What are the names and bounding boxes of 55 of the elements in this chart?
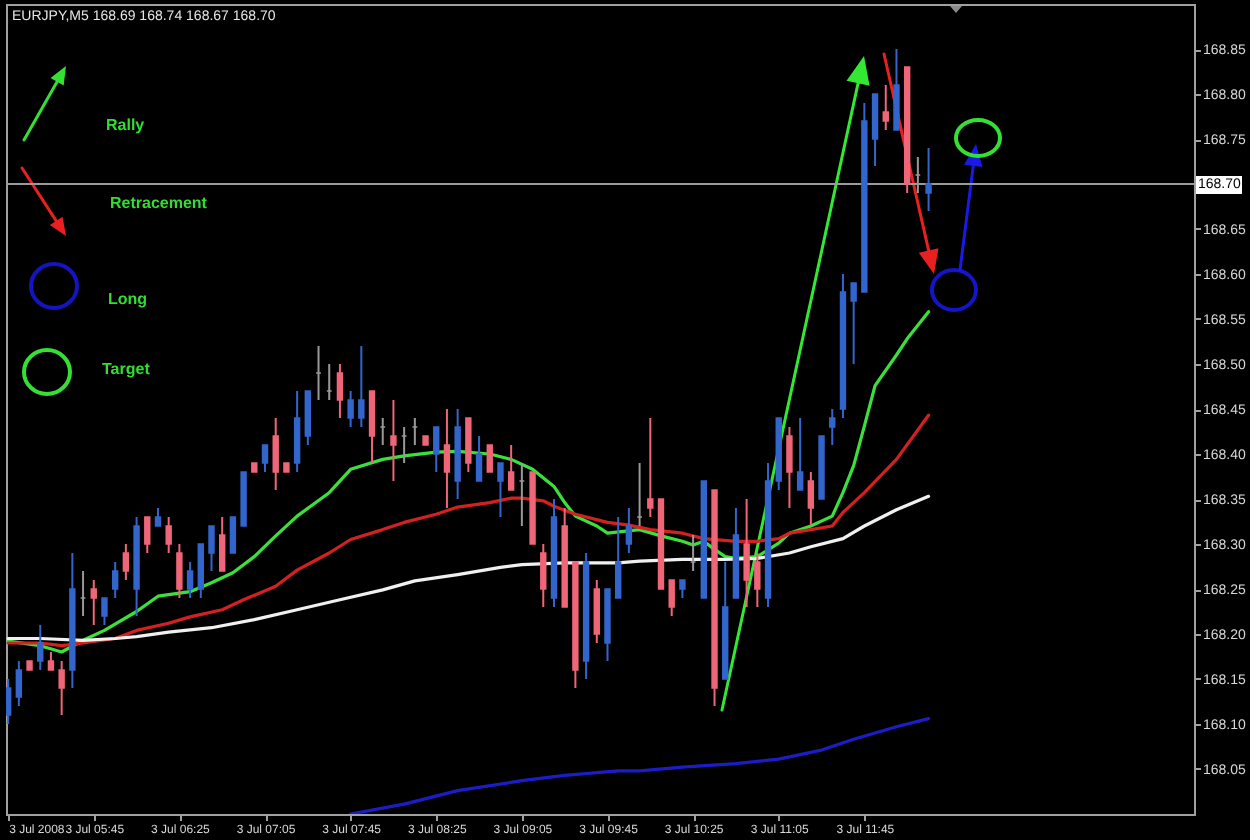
candlestick [6, 678, 12, 725]
candlestick [829, 408, 836, 446]
annotation: Retracement [110, 194, 208, 212]
candlestick [807, 471, 815, 527]
candlestick [433, 426, 440, 473]
candlestick [186, 561, 194, 599]
candlestick [647, 417, 654, 518]
candlestick [871, 93, 879, 167]
candlestick [465, 417, 472, 473]
candlestick [304, 390, 312, 446]
candlestick [336, 363, 344, 419]
candlestick [668, 579, 675, 617]
candlestick [540, 543, 547, 608]
candlestick [882, 84, 889, 131]
candlestick [229, 516, 237, 554]
candlestick [743, 498, 750, 608]
candlestick [101, 597, 108, 626]
candlestick [272, 417, 279, 491]
candlestick [208, 525, 215, 572]
line-series [6, 494, 931, 642]
candlestick [347, 390, 354, 428]
candlestick [497, 462, 504, 518]
candlestick [111, 561, 119, 599]
candlestick [486, 444, 493, 473]
candlestick [625, 507, 633, 554]
candlestick [893, 48, 900, 131]
candlestick [475, 435, 483, 482]
candlestick [614, 516, 622, 599]
candlestick [15, 660, 23, 707]
candlestick [58, 660, 65, 716]
candlestick [754, 552, 761, 608]
candlestick [165, 516, 172, 554]
line-series [349, 717, 931, 814]
candlestick [90, 579, 97, 626]
candlestick [358, 345, 365, 428]
candlestick [925, 147, 932, 212]
annotation: Long [108, 290, 148, 308]
candlestick [593, 579, 600, 644]
candlestick [390, 399, 397, 482]
candlestick [443, 408, 451, 509]
candlestick [261, 444, 269, 473]
annotation: Rally [106, 116, 146, 134]
candlestick [144, 516, 151, 554]
candlestick [796, 417, 804, 491]
candlestick [368, 390, 376, 464]
annotation: Target [102, 360, 151, 378]
candlestick [122, 543, 130, 581]
candlestick [850, 282, 857, 365]
candlestick [218, 516, 226, 572]
candlestick [293, 390, 301, 473]
candlestick [37, 624, 44, 671]
candlestick [786, 426, 793, 509]
candlestick [197, 543, 204, 599]
candlestick [176, 543, 183, 599]
candlestick [507, 444, 515, 491]
